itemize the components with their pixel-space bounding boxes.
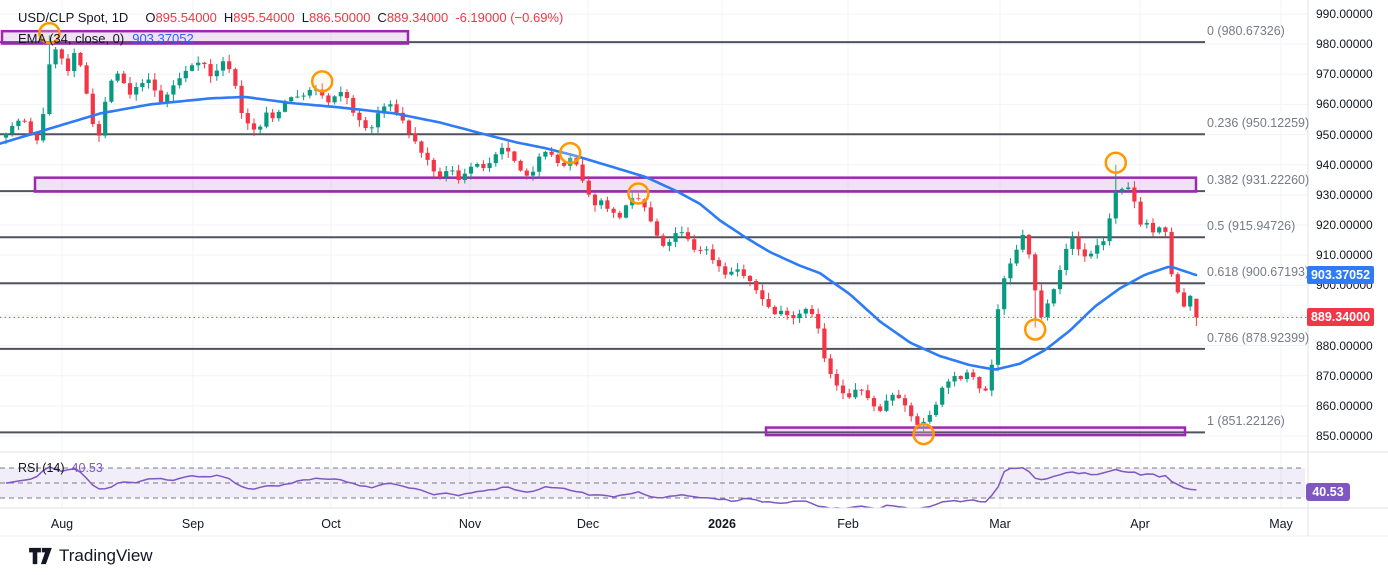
- fib-label-0236[interactable]: 0.236 (950.12259): [1207, 116, 1310, 131]
- rsi-legend[interactable]: RSI (14) 40.53: [18, 461, 103, 475]
- ema-label: EMA (34, close, 0): [18, 31, 125, 46]
- month-label-oct: Oct: [321, 517, 341, 531]
- month-label-dec: Dec: [576, 517, 600, 531]
- ema-price-badge: 903.37052: [1307, 266, 1374, 285]
- high-value: 895.54000: [233, 10, 295, 25]
- price-tick: 960.00000: [1316, 97, 1373, 112]
- price-tick: 950.00000: [1316, 127, 1373, 142]
- price-tick: 860.00000: [1316, 398, 1373, 413]
- tradingview-logo-text: TradingView: [59, 546, 153, 565]
- month-label-nov: Nov: [458, 517, 482, 531]
- price-tick: 850.00000: [1316, 429, 1373, 443]
- open-value: 895.54000: [155, 10, 217, 25]
- last-price-badge: 889.34000: [1307, 308, 1374, 327]
- price-tick: 940.00000: [1316, 157, 1373, 172]
- change-value: -6.19000 (−0.69%): [455, 10, 564, 25]
- tradingview-logo-icon: [29, 547, 52, 565]
- month-label-aug: Aug: [50, 517, 74, 531]
- price-tick: 990.00000: [1316, 7, 1373, 21]
- symbol-title: USD/CLP Spot, 1D: [18, 10, 129, 25]
- close-label: C: [377, 10, 387, 25]
- month-label-apr: Apr: [1130, 517, 1150, 531]
- rsi-value: 40.53: [71, 461, 103, 475]
- high-label: H: [223, 10, 234, 25]
- month-label-sep: Sep: [181, 517, 205, 531]
- month-label-may: May: [1269, 517, 1293, 531]
- price-tick: 930.00000: [1316, 187, 1373, 202]
- low-label: L: [301, 10, 309, 25]
- rsi-label: RSI (14): [18, 461, 65, 475]
- low-value: 886.50000: [308, 10, 371, 25]
- ema-value: 903.37052: [132, 31, 194, 46]
- price-tick: 980.00000: [1316, 37, 1373, 52]
- tradingview-logo[interactable]: TradingView: [28, 546, 153, 566]
- price-tick: 870.00000: [1316, 368, 1373, 383]
- fib-label-0[interactable]: 0 (980.67326): [1207, 24, 1285, 39]
- ema-legend[interactable]: EMA (34, close, 0) 903.37052: [18, 31, 194, 46]
- price-tick: 880.00000: [1316, 338, 1373, 353]
- month-label-feb: Feb: [837, 517, 859, 531]
- open-label: O: [145, 10, 156, 25]
- month-label-2026: 2026: [708, 517, 736, 531]
- price-tick: 910.00000: [1316, 248, 1373, 263]
- symbol-legend[interactable]: USD/CLP Spot, 1D O895.54000 H895.54000 L886…: [18, 10, 563, 25]
- fib-label-0786[interactable]: 0.786 (878.92399): [1207, 330, 1310, 345]
- fib-label-1[interactable]: 1 (851.22126): [1207, 414, 1285, 429]
- price-tick: 920.00000: [1316, 218, 1373, 232]
- price-tick: 970.00000: [1316, 67, 1373, 82]
- fib-label-0618[interactable]: 0.618 (900.67193): [1207, 265, 1310, 280]
- month-label-mar: Mar: [989, 517, 1011, 531]
- close-value: 889.34000: [386, 10, 449, 25]
- fib-label-05[interactable]: 0.5 (915.94726): [1207, 219, 1296, 234]
- fib-label-0382[interactable]: 0.382 (931.22260): [1207, 173, 1310, 188]
- rsi-value-badge: 40.53: [1306, 483, 1350, 502]
